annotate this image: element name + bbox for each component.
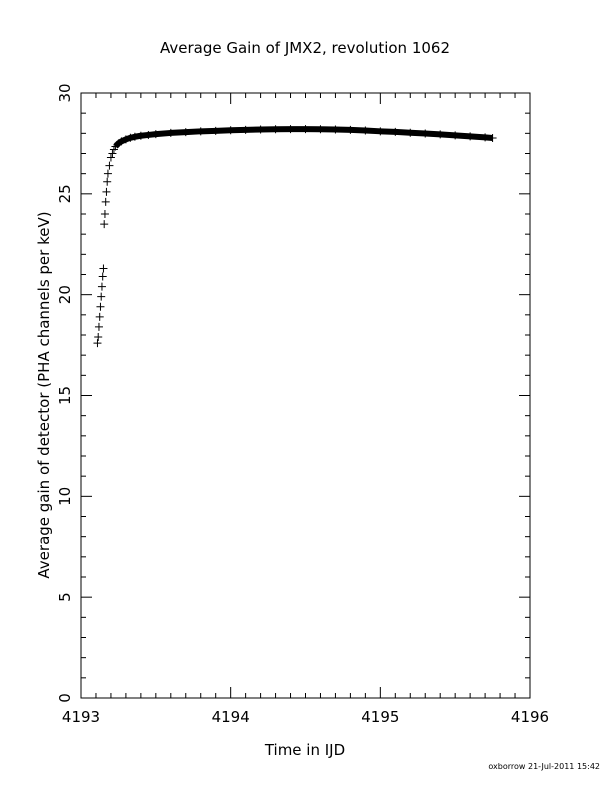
y-tick-label: 30 [56,83,74,102]
y-axis-tick-labels: 0 5 10 15 20 25 30 [56,83,74,702]
y-axis-ticks [81,92,530,699]
x-tick-label: 4196 [511,708,549,726]
data-point [94,333,103,342]
data-point [100,220,109,229]
y-tick-label: 20 [56,285,74,304]
x-tick-label: 4193 [62,708,100,726]
data-point [106,153,115,162]
y-tick-label: 25 [56,184,74,203]
chart-title: Average Gain of JMX2, revolution 1062 [160,39,450,57]
x-axis-ticks [80,93,531,698]
data-point [102,187,111,196]
x-axis-label: Time in IJD [264,741,345,759]
data-points [93,125,497,348]
data-point [98,272,107,281]
data-point [96,302,105,311]
x-axis-tick-labels: 4193 4194 4195 4196 [62,708,549,726]
data-point [97,282,106,291]
y-tick-label: 15 [56,386,74,405]
data-point [101,197,110,206]
y-tick-label: 10 [56,487,74,506]
data-point [93,339,102,348]
x-tick-label: 4194 [212,708,250,726]
series-line [113,126,493,149]
data-point [108,149,117,158]
data-point [99,264,108,273]
footer-credit: oxborrow 21-Jul-2011 15:42 [488,762,600,771]
data-point [100,210,109,218]
data-point [94,322,103,331]
y-tick-label: 5 [56,592,74,602]
data-point [103,169,112,178]
data-point [97,292,106,301]
plot-frame [80,92,531,699]
data-point [95,312,104,321]
data-point [105,161,114,170]
y-tick-label: 0 [56,693,74,703]
x-tick-label: 4195 [361,708,399,726]
y-axis-label: Average gain of detector (PHA channels p… [35,211,53,578]
data-point [103,177,112,186]
